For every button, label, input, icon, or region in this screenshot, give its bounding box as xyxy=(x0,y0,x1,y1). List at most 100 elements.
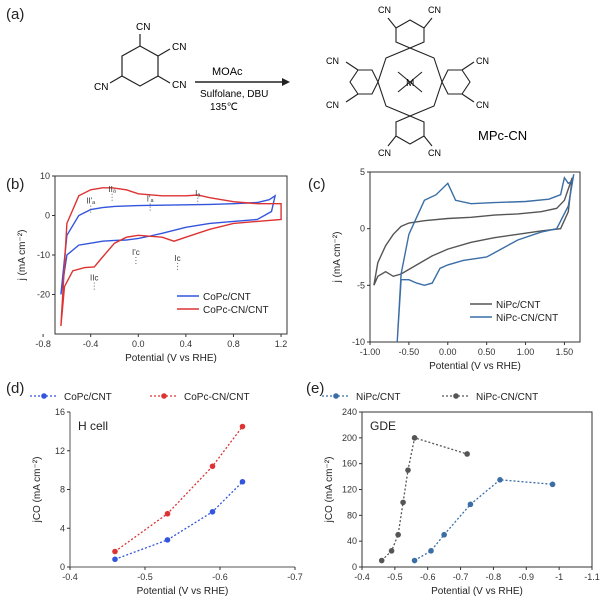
data-point xyxy=(428,548,434,554)
x-axis-label: Potential (V vs RHE) xyxy=(125,353,217,364)
x-tick-label: -0.5 xyxy=(137,572,153,582)
peak-annotation: II'ₐ xyxy=(86,197,96,206)
legend-marker xyxy=(41,393,47,399)
data-point xyxy=(378,557,385,564)
series-line-nipc-cn-cnt xyxy=(381,436,468,561)
y-axis-label: j (mA cm⁻²) xyxy=(17,230,28,282)
y-tick-label: 0 xyxy=(60,562,65,572)
peak-annotation: Iₐ xyxy=(195,189,201,198)
series-line-copc-cnt xyxy=(60,194,277,295)
legend-entry: NiPc/CNT xyxy=(496,300,540,311)
peak-annotation: IIₐ xyxy=(108,185,116,194)
data-point xyxy=(239,423,246,430)
product-name: MPc-CN xyxy=(478,128,527,143)
legend-entry: NiPc/CNT xyxy=(356,392,400,403)
y-tick-label: 5 xyxy=(360,167,365,177)
reactant-cn-1: CN xyxy=(136,22,150,33)
legend-entry: CoPc-CN/CNT xyxy=(203,305,269,316)
x-tick-label: -0.7 xyxy=(453,572,469,582)
inner-label: GDE xyxy=(370,419,396,433)
series-line-nipc-cnt xyxy=(373,177,573,286)
x-tick-label: -0.4 xyxy=(354,572,370,582)
reactant-cn-4: CN xyxy=(94,82,108,93)
data-point xyxy=(112,556,118,563)
product-metal: M xyxy=(406,78,414,89)
reactant-structure xyxy=(109,34,171,87)
series-line-copc-cn-cnt xyxy=(114,426,244,553)
x-tick-label: -0.8 xyxy=(35,339,51,349)
peak-annotation: I'ₐ xyxy=(147,195,155,204)
x-tick-label: -0.9 xyxy=(519,572,535,582)
y-tick-label: 200 xyxy=(342,433,357,443)
peak-annotation: IIc xyxy=(90,274,98,283)
y-axis-label: jCO (mA cm⁻²) xyxy=(324,457,335,524)
y-tick-label: 80 xyxy=(347,510,357,520)
x-axis-label: Potential (V vs RHE) xyxy=(137,586,229,597)
series-line-copc-cn-cnt xyxy=(60,187,282,327)
data-point xyxy=(464,451,470,457)
data-point xyxy=(112,548,118,555)
legend-entry: NiPc-CN/CNT xyxy=(496,313,558,324)
x-tick-label: 0.8 xyxy=(227,339,240,349)
x-tick-label: -0.50 xyxy=(399,347,420,357)
x-tick-label: -1.1 xyxy=(584,572,600,582)
y-tick-label: 0 xyxy=(352,562,357,572)
legend-marker xyxy=(453,393,459,399)
reagent-top: MOAc xyxy=(212,66,243,78)
series-line-nipc-cn-cnt xyxy=(396,174,575,343)
series-line-nipc-cnt xyxy=(414,479,553,562)
plot-frame xyxy=(369,171,581,343)
peak-annotation: Ic xyxy=(174,254,180,263)
legend-marker xyxy=(333,393,339,399)
y-tick-label: 0 xyxy=(360,224,365,234)
y-tick-label: 8 xyxy=(60,485,65,495)
legend-entry: CoPc-CN/CNT xyxy=(184,392,250,403)
cv-chart-cobalt: -0.8 -0.4 0.0 0.4 0.8 1.2 10 0 -10 -20 Potential (… xyxy=(17,171,288,364)
y-tick-label: -10 xyxy=(352,337,365,347)
y-tick-label: -5 xyxy=(357,280,365,290)
product-structure xyxy=(345,17,475,147)
data-point xyxy=(549,481,556,488)
peak-annotation: I'c xyxy=(132,248,140,257)
x-tick-label: -0.4 xyxy=(62,572,78,582)
y-tick-label: -10 xyxy=(37,250,50,260)
data-point xyxy=(497,477,503,483)
y-tick-label: 240 xyxy=(342,407,357,417)
panel-b-label: (b) xyxy=(6,176,25,193)
cv-chart-nickel: -1.00 -0.50 0.00 0.50 1.00 1.50 5 0 -5 -10 Potenti… xyxy=(332,167,581,372)
y-tick-label: 4 xyxy=(60,523,65,533)
x-tick-label: 0.50 xyxy=(478,347,496,357)
data-point xyxy=(164,510,171,517)
jco-chart-gde: -0.4 -0.5 -0.6 -0.7 -0.8 -0.9 -1 -1.1 0 40 80 120 16… xyxy=(322,392,600,597)
y-tick-label: 160 xyxy=(342,459,357,469)
data-point xyxy=(467,501,474,508)
legend-entry: CoPc/CNT xyxy=(203,292,251,303)
y-tick-label: 16 xyxy=(55,407,65,417)
x-tick-label: 0.00 xyxy=(439,347,457,357)
x-tick-label: -1 xyxy=(555,572,563,582)
reagent-temp: 135℃ xyxy=(210,102,238,113)
panel-c-label: (c) xyxy=(308,176,326,193)
product-cn-2: CN xyxy=(428,5,441,15)
x-tick-label: 1.50 xyxy=(556,347,574,357)
y-tick-label: 12 xyxy=(55,446,65,456)
x-tick-label: 1.2 xyxy=(275,339,288,349)
series-line-copc-cnt xyxy=(114,481,243,560)
x-tick-label: 1.00 xyxy=(517,347,535,357)
y-tick-label: 40 xyxy=(347,536,357,546)
reactant-cn-3: CN xyxy=(172,80,186,91)
x-tick-label: -1.00 xyxy=(360,347,381,357)
legend-entry: CoPc/CNT xyxy=(64,392,112,403)
product-cn-5: CN xyxy=(476,56,489,66)
reaction-scheme: CN CN CN CN MOAc Sulfolane, DBU 135℃ M C… xyxy=(94,5,527,158)
x-tick-label: -0.6 xyxy=(212,572,228,582)
product-cn-1: CN xyxy=(378,5,391,15)
reactant-cn-2: CN xyxy=(172,42,186,53)
x-axis-label: Potential (V vs RHE) xyxy=(429,361,521,372)
plot-frame xyxy=(361,411,593,568)
data-point xyxy=(164,537,171,543)
product-cn-3: CN xyxy=(326,56,339,66)
panel-a-label: (a) xyxy=(6,6,25,23)
data-point xyxy=(441,531,447,538)
legend-entry: NiPc-CN/CNT xyxy=(476,392,538,403)
